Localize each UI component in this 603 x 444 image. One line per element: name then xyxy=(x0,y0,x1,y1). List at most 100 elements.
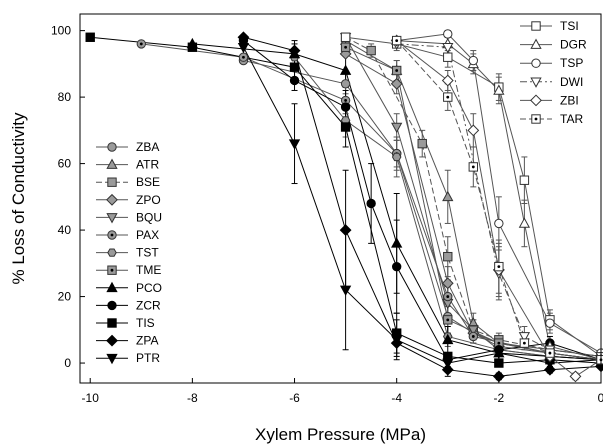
point-dwi-3-shape xyxy=(518,332,531,343)
legend-item-bqu: BQU xyxy=(96,210,162,224)
legend-label-pax: PAX xyxy=(136,228,159,242)
legend-item-zcr: ZCR xyxy=(96,298,161,312)
legend-marker-pax-dot xyxy=(110,233,114,237)
legend-marker-dgr-shape xyxy=(530,38,542,49)
legend-marker-zbi-shape xyxy=(530,94,542,107)
legend-marker-zpo-shape xyxy=(106,193,118,206)
legend-marker-zbi xyxy=(530,94,542,107)
legend-item-dwi: DWI xyxy=(520,75,583,89)
point-ptr-3 xyxy=(391,335,403,346)
point-tis-0 xyxy=(85,32,95,42)
legend-item-ptr: PTR xyxy=(96,351,160,365)
point-bqu-3-shape xyxy=(467,325,479,336)
legend-marker-tst-shape xyxy=(107,248,117,257)
point-pco-4-shape xyxy=(442,333,454,345)
point-bqu-3 xyxy=(467,325,479,336)
y-tick-label: 20 xyxy=(58,290,72,304)
point-tsi-0 xyxy=(340,32,351,42)
series-line-ptr xyxy=(243,46,602,364)
point-pax-4 xyxy=(443,291,453,302)
point-pax-4-dot xyxy=(446,295,450,298)
point-dgr-3-shape xyxy=(493,84,505,95)
y-tick-label: 80 xyxy=(58,90,72,104)
legend-label-bqu: BQU xyxy=(136,210,162,224)
legend-label-pco: PCO xyxy=(136,281,162,295)
y-axis-title: % Loss of Conductivity xyxy=(9,112,28,284)
legend-marker-tar-dot xyxy=(534,117,538,121)
legend-label-zba: ZBA xyxy=(136,140,159,154)
legend-marker-tsi-shape xyxy=(531,21,541,31)
legend-label-dgr: DGR xyxy=(560,38,587,52)
legend-marker-dgr xyxy=(530,38,542,49)
legend-marker-tme-dot xyxy=(110,268,114,272)
point-tis-1-shape xyxy=(187,42,198,52)
point-dwi-1 xyxy=(442,42,454,54)
legend-marker-zcr xyxy=(107,300,117,311)
point-tar-5-dot xyxy=(548,351,552,355)
point-pco-2 xyxy=(339,64,352,75)
point-tsp-1-shape xyxy=(443,29,453,39)
point-tme-0-dot xyxy=(344,45,348,49)
point-zpo-1 xyxy=(390,77,403,90)
legend-marker-tsi xyxy=(531,21,541,31)
legend-item-tsi: TSI xyxy=(520,19,579,33)
legend-marker-pco xyxy=(106,281,118,293)
legend-marker-pco-shape xyxy=(106,281,118,293)
point-bse-2 xyxy=(417,138,427,149)
legend-marker-bse xyxy=(107,177,117,187)
point-dwi-1-shape xyxy=(442,42,454,54)
legend-marker-bqu xyxy=(106,213,118,224)
series-line-zba xyxy=(243,60,602,361)
x-tick-label: 0 xyxy=(598,391,603,405)
legend-label-tis: TIS xyxy=(136,316,155,330)
point-tme-2 xyxy=(443,315,453,325)
point-tsp-4 xyxy=(545,318,555,328)
legend-item-tme: TME xyxy=(96,263,161,277)
legend-right: TSI DGR TSP DWI ZBI TAR xyxy=(520,19,587,126)
legend-marker-zcr-shape xyxy=(107,300,117,311)
legend-label-tst: TST xyxy=(136,246,159,260)
legend-item-zpa: ZPA xyxy=(96,334,158,348)
point-tme-1-dot xyxy=(395,69,399,72)
legend-item-tar: TAR xyxy=(520,112,583,126)
point-bse-2-shape xyxy=(417,138,427,149)
point-tis-0-shape xyxy=(85,32,95,42)
point-tst-2-shape xyxy=(391,152,402,162)
point-atr-2 xyxy=(442,190,454,202)
legend-item-tis: TIS xyxy=(96,316,155,330)
point-pax-0-dot xyxy=(139,42,143,46)
legend-marker-bqu-shape xyxy=(106,213,118,224)
legend-marker-zpo xyxy=(106,193,118,206)
legend-marker-zpa-shape xyxy=(106,334,118,347)
point-tis-3 xyxy=(340,122,351,132)
point-tsi-0-shape xyxy=(340,32,351,42)
point-dgr-4-shape xyxy=(518,217,531,228)
point-tar-2 xyxy=(468,162,479,172)
axes-layer: -10 -8 -6 -4 -2 0 0 20 40 60 80 100 xyxy=(51,13,603,405)
plot-frame xyxy=(79,13,602,384)
point-zcr-1-shape xyxy=(289,75,300,86)
legend-marker-tis-shape xyxy=(107,318,117,328)
point-zpa-6 xyxy=(544,363,556,376)
point-tar-6 xyxy=(596,355,603,365)
point-tsi-4 xyxy=(519,175,530,185)
legend-marker-bse-shape xyxy=(107,177,117,187)
legend-label-tar: TAR xyxy=(560,112,583,126)
legend-marker-tst xyxy=(107,248,117,257)
point-tsi-2-shape xyxy=(443,52,453,62)
point-bse-3-shape xyxy=(443,251,453,262)
series-line-pco xyxy=(192,43,602,361)
legend-marker-zba xyxy=(107,142,117,152)
point-zpa-1 xyxy=(288,44,301,57)
point-tar-4 xyxy=(519,338,530,348)
legend-label-atr: ATR xyxy=(136,158,159,172)
point-tsi-4-shape xyxy=(519,175,530,185)
point-tis-1 xyxy=(187,42,198,52)
point-zpo-2 xyxy=(441,277,454,290)
y-tick-label: 100 xyxy=(51,24,71,38)
point-zba-1-shape xyxy=(340,79,351,89)
markers-layer xyxy=(85,29,603,383)
point-dwi-3 xyxy=(518,332,531,343)
legend-item-pax: PAX xyxy=(96,228,159,242)
point-pax-5-dot xyxy=(471,335,475,338)
